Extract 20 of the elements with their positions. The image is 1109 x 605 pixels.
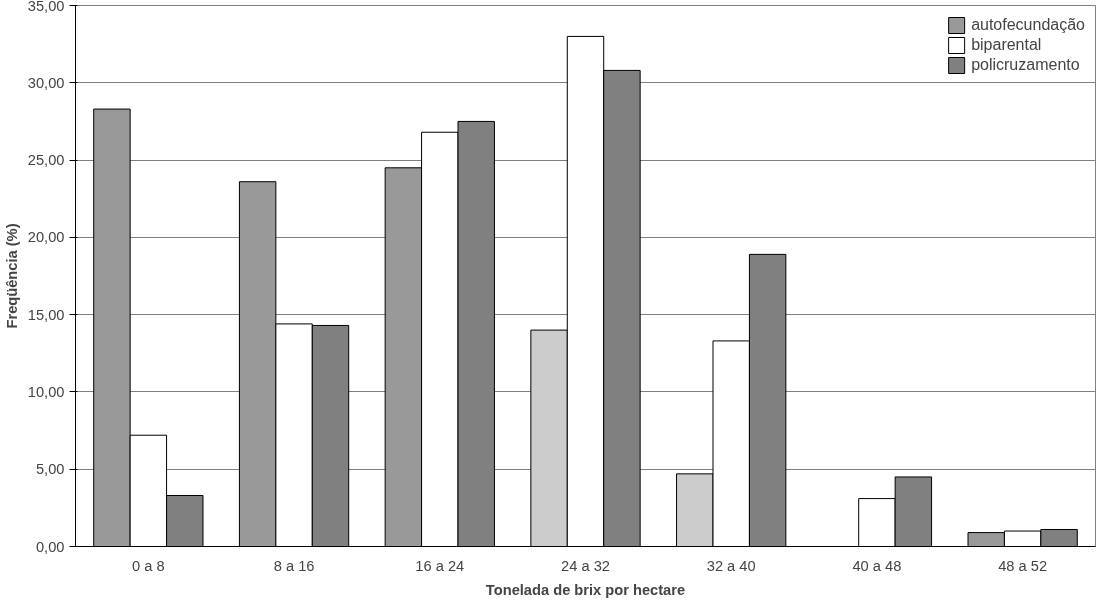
- y-tick-label: 10,00: [27, 383, 65, 400]
- y-axis-title: Freqüência (%): [3, 223, 20, 329]
- x-tick-label: 32 a 40: [706, 557, 756, 574]
- legend-label: biparental: [971, 36, 1042, 54]
- y-tick-label: 25,00: [27, 152, 65, 169]
- x-tick-label: 48 a 52: [998, 557, 1048, 574]
- y-tick-label: 20,00: [27, 229, 65, 246]
- x-tick-label: 0 a 8: [132, 557, 165, 574]
- legend-label: policruzamento: [971, 56, 1080, 74]
- x-tick-label: 40 a 48: [852, 557, 902, 574]
- y-tick-label: 35,00: [27, 0, 65, 14]
- x-tick-label: 16 a 24: [415, 557, 465, 574]
- x-tick-label: 8 a 16: [273, 557, 315, 574]
- x-axis-title: Tonelada de brix por hectare: [485, 581, 686, 598]
- y-tick-label: 15,00: [27, 306, 65, 323]
- y-tick-label: 0,00: [35, 538, 65, 555]
- legend-label: autofecundação: [971, 16, 1085, 34]
- x-tick-label: 24 a 32: [561, 557, 610, 574]
- y-tick-label: 30,00: [27, 74, 65, 91]
- y-tick-label: 5,00: [35, 461, 65, 478]
